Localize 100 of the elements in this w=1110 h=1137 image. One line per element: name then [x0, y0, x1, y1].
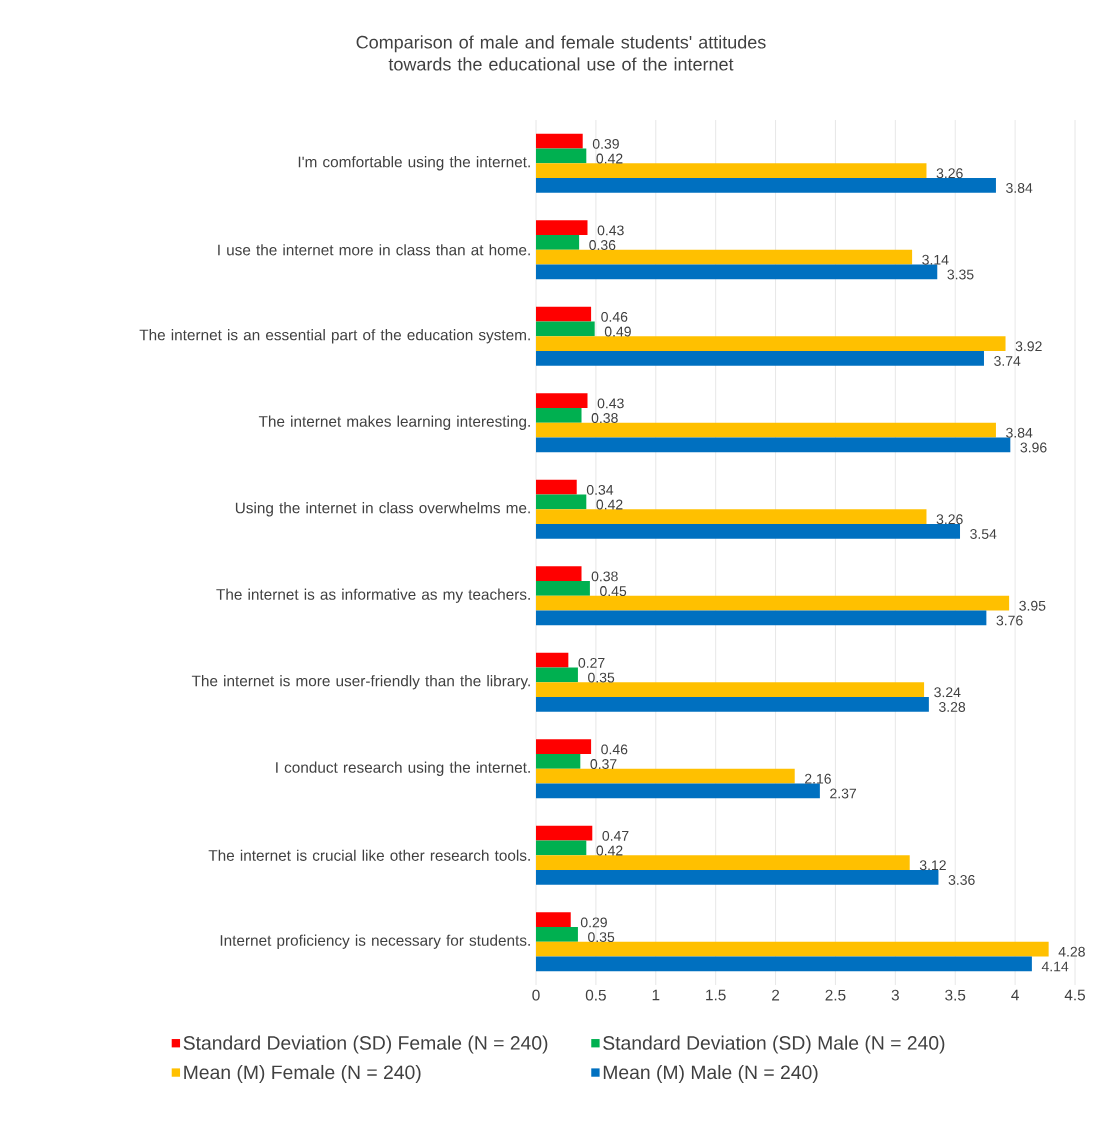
- data-label: 3.35: [947, 269, 974, 280]
- y-tick-label: I use the internet more in class than at home.: [218, 244, 530, 256]
- y-tick-label: The internet is an essential part of the education system.: [139, 329, 530, 344]
- data-label: 0.42: [596, 845, 623, 856]
- bar: [536, 667, 578, 683]
- data-label: 3.26: [936, 514, 963, 525]
- x-tick-label: 3.5: [945, 989, 966, 1001]
- bar: [536, 652, 569, 668]
- data-label: 0.38: [591, 413, 618, 424]
- data-label: 2.37: [830, 788, 857, 799]
- bar: [536, 509, 927, 524]
- y-tick-label: I'm comfortable using the internet.: [298, 156, 530, 171]
- bar: [536, 523, 961, 539]
- x-tick-label: 1: [652, 989, 660, 1001]
- bar: [536, 610, 987, 626]
- legend-label: Standard Deviation (SD) Male (N = 240): [603, 1035, 945, 1054]
- data-label: 0.43: [597, 398, 624, 409]
- x-tick-label: 2: [772, 989, 780, 1001]
- data-label: 0.43: [597, 225, 624, 236]
- data-label: 0.42: [596, 153, 623, 164]
- bar: [536, 581, 590, 596]
- y-tick-label: The internet is crucial like other research tools.: [208, 849, 530, 861]
- legend-label: Standard Deviation (SD) Female (N = 240): [183, 1035, 548, 1054]
- data-label: 3.14: [922, 254, 949, 265]
- bar: [536, 408, 582, 423]
- data-label: 3.96: [1020, 442, 1047, 453]
- bar: [536, 696, 929, 712]
- bar: [536, 350, 984, 366]
- data-label: 3.26: [936, 168, 963, 179]
- legend-label: Mean (M) Male (N = 240): [603, 1064, 818, 1083]
- data-label: 3.54: [970, 529, 997, 539]
- bar: [536, 177, 996, 193]
- x-tick-label: 0.5: [585, 989, 606, 1001]
- x-tick-label: 0: [532, 989, 540, 1001]
- y-tick-label: I conduct research using the internet.: [276, 761, 530, 776]
- bar: [536, 855, 910, 870]
- bar: [536, 220, 588, 236]
- data-label: 3.24: [934, 687, 961, 698]
- x-tick-label: 4.5: [1064, 989, 1086, 1001]
- y-tick-label: The internet is more user-friendly than the library.: [191, 675, 530, 690]
- data-label: 0.34: [586, 484, 614, 495]
- data-label: 2.16: [805, 773, 831, 784]
- bar: [536, 941, 1049, 957]
- y-tick-label: Internet proficiency is necessary for students.: [220, 934, 530, 949]
- data-label: 0.39: [592, 138, 619, 149]
- bar: [536, 912, 571, 928]
- data-label: 0.35: [588, 672, 615, 683]
- data-label: 0.46: [601, 744, 628, 755]
- x-tick-label: 2.5: [825, 989, 846, 1001]
- bar: [536, 479, 577, 495]
- data-label: 0.46: [601, 311, 628, 322]
- data-label: 3.28: [939, 702, 966, 712]
- y-tick-label: Using the internet in class overwhelms me.: [235, 502, 530, 517]
- x-tick-label: 1.5: [706, 989, 726, 1001]
- data-label: 0.49: [604, 326, 631, 337]
- bar: [536, 840, 587, 856]
- bar: [536, 927, 578, 942]
- bar: [536, 336, 1006, 351]
- data-label: 3.92: [1015, 341, 1042, 352]
- data-label: 0.27: [578, 657, 605, 668]
- data-label: 3.84: [1006, 427, 1033, 438]
- data-label: 4.14: [1041, 961, 1069, 972]
- bar: [536, 422, 996, 438]
- data-label: 0.42: [596, 499, 623, 510]
- data-label: 4.28: [1058, 946, 1085, 957]
- data-label: 0.29: [580, 917, 607, 928]
- bar: [536, 825, 593, 841]
- bar: [536, 869, 939, 885]
- bar: [536, 768, 795, 784]
- legend-label: Mean (M) Female (N = 240): [184, 1064, 421, 1083]
- data-label: 3.36: [948, 875, 975, 885]
- bar: [536, 321, 595, 337]
- data-label: 3.12: [919, 860, 946, 871]
- data-label: 0.36: [589, 240, 616, 251]
- bar: [536, 682, 925, 697]
- bar: [536, 783, 820, 799]
- data-label: 0.37: [590, 759, 617, 770]
- x-tick-label: 3: [891, 989, 899, 1001]
- bar: [536, 249, 913, 265]
- data-label: 3.84: [1006, 183, 1033, 193]
- bar: [536, 566, 582, 582]
- data-label: 3.95: [1019, 600, 1046, 611]
- bar: [536, 133, 583, 149]
- bar: [536, 956, 1032, 972]
- data-label: 0.45: [600, 586, 627, 597]
- bar: [536, 595, 1010, 611]
- bar: [536, 163, 927, 178]
- bar: [536, 494, 587, 510]
- data-label: 0.47: [602, 830, 629, 841]
- x-tick-label: 4: [1011, 989, 1019, 1001]
- chart-title: Comparison of male and female students' attitudes towards the educational use of the internet: [356, 35, 766, 71]
- bar: [536, 148, 587, 164]
- bar: [536, 306, 592, 322]
- bar: [536, 754, 581, 769]
- data-label: 0.38: [591, 571, 618, 582]
- data-label: 3.76: [996, 615, 1023, 626]
- bar: [536, 235, 580, 250]
- data-label: 3.74: [994, 356, 1021, 366]
- bar: [536, 437, 1011, 453]
- bar: [536, 264, 938, 280]
